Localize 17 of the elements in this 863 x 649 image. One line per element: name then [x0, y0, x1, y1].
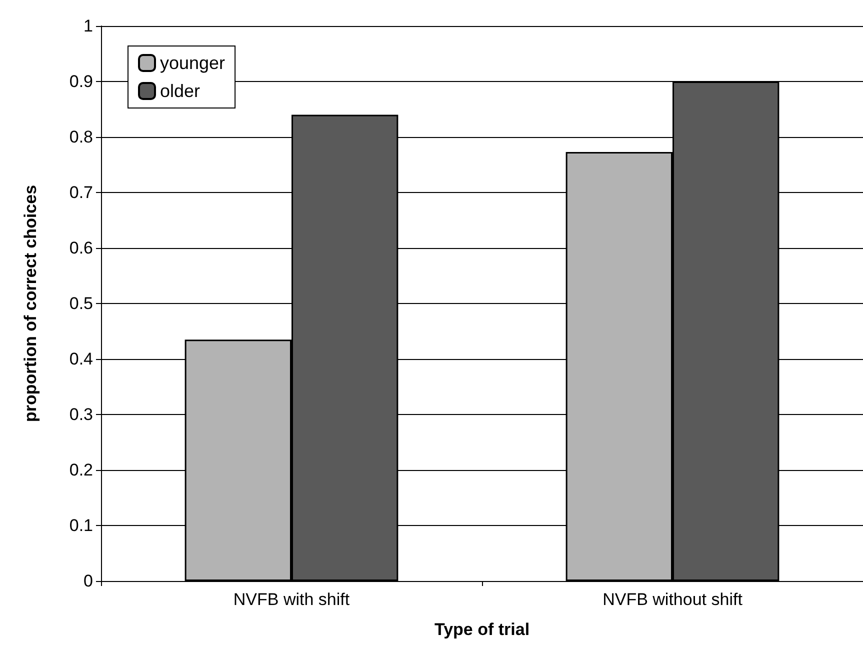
legend-label: younger — [160, 53, 226, 73]
x-tick-label: NVFB without shift — [602, 590, 743, 609]
y-tick-label: 0.6 — [69, 238, 93, 258]
y-axis-title: proportion of correct choices — [21, 184, 40, 422]
legend-label: older — [160, 81, 200, 101]
y-tick-label: 0.2 — [69, 460, 93, 480]
y-tick-label: 0.4 — [69, 350, 93, 368]
y-tick-label: 0.7 — [69, 183, 93, 202]
y-tick-label: 1 — [84, 16, 93, 36]
y-tick-label: 0.9 — [69, 72, 93, 91]
x-axis-title: Type of trial — [434, 620, 530, 639]
y-tick-label: 0.3 — [69, 405, 93, 424]
y-tick-label: 0.1 — [69, 516, 93, 535]
y-tick-label: 0.8 — [69, 128, 93, 146]
x-tick-label: NVFB with shift — [233, 590, 350, 609]
y-tick-label: 0 — [84, 572, 93, 590]
y-tick-label: 0.5 — [69, 294, 93, 313]
